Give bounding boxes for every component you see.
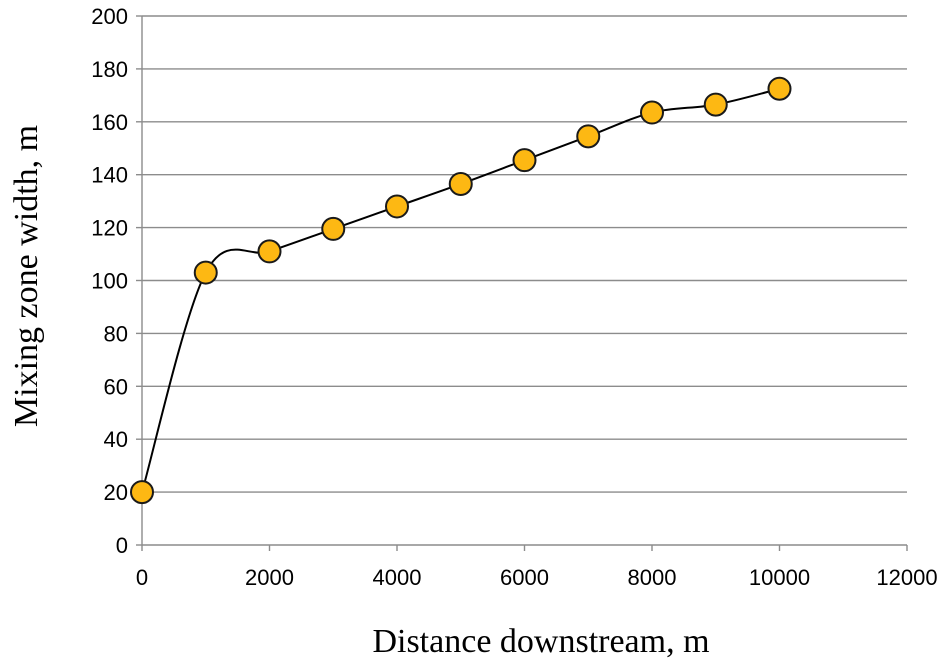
data-point-5000 [448,171,473,196]
data-point-10000 [767,76,792,101]
data-point-8000 [640,100,664,125]
x-tick-label-2000: 2000 [245,565,294,590]
y-tick-label-180: 180 [91,57,128,82]
x-axis-title: Distance downstream, m [372,623,709,660]
y-tick-label-20: 20 [104,480,128,505]
y-tick-label-80: 80 [104,321,128,346]
y-tick-label-60: 60 [104,374,128,399]
x-tick-label-4000: 4000 [373,565,422,590]
y-tick-label-160: 160 [91,110,128,135]
x-tick-label-12000: 12000 [876,565,937,590]
axes [136,15,908,551]
y-tick-label-100: 100 [91,269,128,294]
data-point-9000 [703,92,728,117]
gridlines [142,15,907,493]
data-point-6000 [512,148,537,173]
y-axis-title: Mixing zone width, m [8,125,45,427]
y-tick-label-200: 200 [91,4,128,29]
data-point-4000 [385,194,409,219]
x-tick-label-10000: 10000 [749,565,810,590]
y-tick-label-0: 0 [116,533,128,558]
x-tick-label-8000: 8000 [628,565,677,590]
trend-line [141,87,780,493]
x-tick-labels: 0 2000 4000 6000 8000 10000 12000 [136,565,938,590]
data-point-2000 [257,239,282,264]
y-tick-labels: 0 20 40 60 80 100 120 140 160 180 200 [91,4,128,558]
data-point-0 [130,480,154,505]
data-point-7000 [576,124,601,149]
x-tick-label-6000: 6000 [500,565,549,590]
y-tick-label-40: 40 [104,427,128,452]
y-tick-label-120: 120 [91,216,128,241]
data-point-1000 [193,260,218,285]
y-tick-label-140: 140 [91,163,128,188]
data-point-3000 [321,216,346,241]
data-markers [130,76,792,505]
x-tick-label-0: 0 [136,565,148,590]
